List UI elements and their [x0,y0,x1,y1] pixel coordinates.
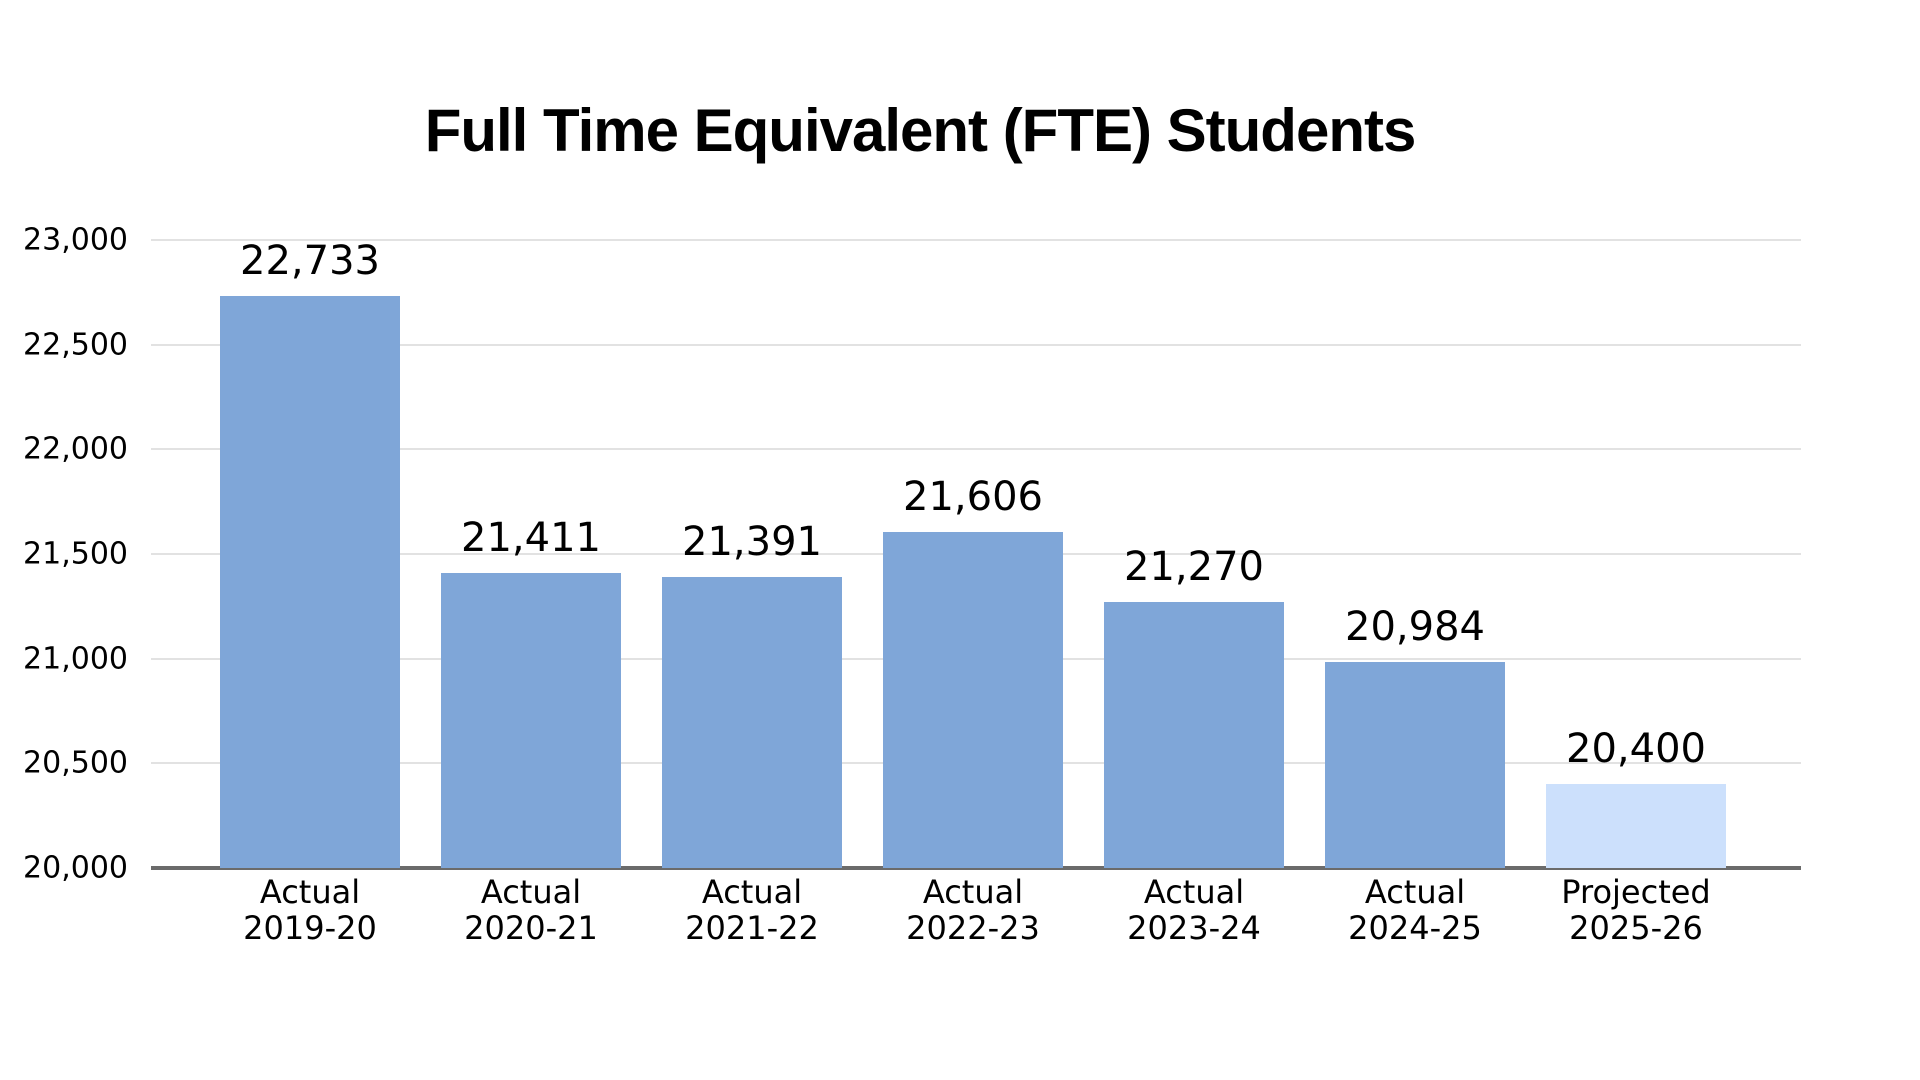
x-tick-label: Actual 2019-20 [190,874,430,946]
y-tick-label: 22,500 [23,327,128,363]
gridline [151,448,1801,451]
value-label: 21,606 [903,473,1043,520]
x-tick-line1: Actual [701,873,803,911]
x-tick-line2: 2025-26 [1569,909,1703,947]
y-tick-label: 21,500 [23,536,128,572]
x-tick-line1: Actual [1143,873,1245,911]
gridline [151,343,1801,346]
x-tick-line2: 2019-20 [243,909,377,947]
x-tick-line1: Projected [1561,873,1711,911]
x-tick-label: Actual 2020-21 [411,874,651,946]
value-label: 20,984 [1345,604,1485,651]
value-label: 21,270 [1124,544,1264,591]
x-tick-line2: 2023-24 [1127,909,1261,947]
value-label: 21,411 [461,514,601,561]
gridline [151,239,1801,241]
bar-2022-23 [883,531,1063,868]
bar-2019-20 [220,295,400,868]
y-tick-label: 23,000 [23,222,128,258]
bar-2023-24 [1104,602,1284,868]
bar-2020-21 [441,572,621,868]
x-tick-line2: 2022-23 [906,909,1040,947]
x-tick-label: Actual 2023-24 [1074,874,1314,946]
x-axis-line [151,866,1801,870]
chart-title: Full Time Equivalent (FTE) Students [424,97,1417,164]
x-tick-line1: Actual [259,873,361,911]
y-tick-label: 22,000 [23,431,128,467]
x-tick-line1: Actual [1364,873,1466,911]
bar-2024-25 [1325,662,1505,868]
y-tick-label: 21,000 [23,641,128,677]
value-label: 20,400 [1566,726,1706,773]
bar-2021-22 [662,576,842,868]
value-label: 22,733 [240,237,380,284]
x-tick-label: Actual 2021-22 [632,874,872,946]
x-tick-line1: Actual [480,873,582,911]
value-label: 21,391 [682,518,822,565]
x-tick-line2: 2024-25 [1348,909,1482,947]
bar-2025-26 [1546,784,1726,868]
x-tick-label: Actual 2022-23 [853,874,1093,946]
x-tick-label: Actual 2024-25 [1295,874,1535,946]
x-tick-label: Projected 2025-26 [1516,874,1756,946]
y-tick-label: 20,500 [23,745,128,781]
y-tick-label: 20,000 [23,850,128,886]
x-tick-line1: Actual [922,873,1024,911]
x-tick-line2: 2020-21 [464,909,598,947]
x-tick-line2: 2021-22 [685,909,819,947]
